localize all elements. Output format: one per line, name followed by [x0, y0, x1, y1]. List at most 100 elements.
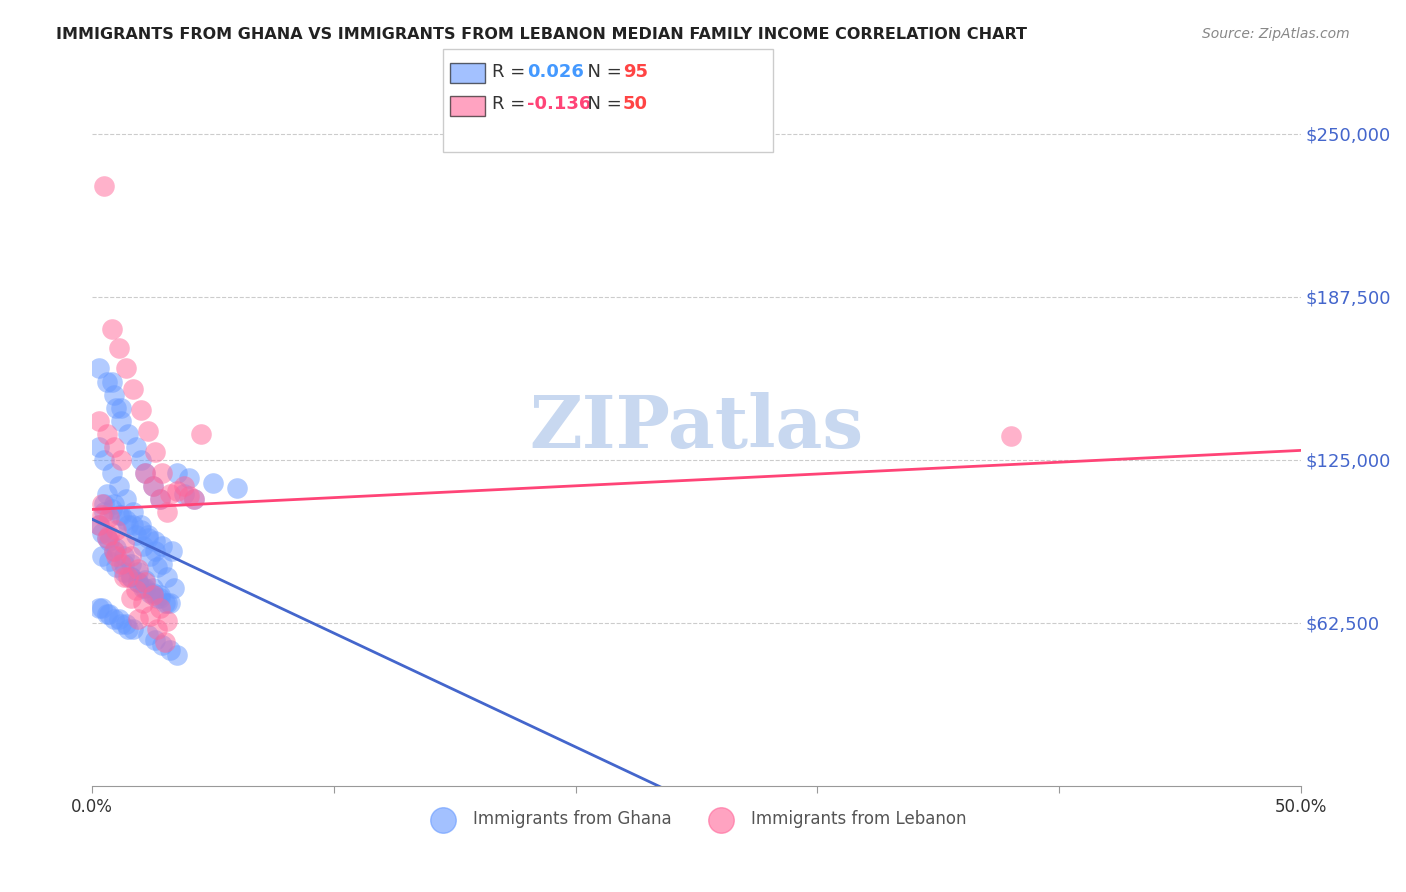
Point — [115, 617, 138, 632]
Point — [89, 361, 111, 376]
Point — [96, 426, 118, 441]
Text: IMMIGRANTS FROM GHANA VS IMMIGRANTS FROM LEBANON MEDIAN FAMILY INCOME CORRELATIO: IMMIGRANTS FROM GHANA VS IMMIGRANTS FROM… — [56, 27, 1028, 42]
Point — [173, 486, 195, 500]
Point — [142, 586, 165, 600]
Point — [112, 536, 135, 550]
Point — [156, 570, 179, 584]
Point — [93, 505, 115, 519]
Point — [110, 452, 132, 467]
Point — [107, 508, 129, 522]
Point — [156, 615, 179, 629]
Point — [110, 617, 132, 632]
Point — [153, 635, 176, 649]
Point — [107, 612, 129, 626]
Text: R =: R = — [492, 63, 531, 81]
Text: 0.026: 0.026 — [527, 63, 583, 81]
Point — [100, 322, 122, 336]
Point — [110, 401, 132, 415]
Point — [107, 479, 129, 493]
Point — [89, 414, 111, 428]
Point — [103, 544, 125, 558]
Text: N =: N = — [576, 63, 628, 81]
Point — [142, 479, 165, 493]
Point — [112, 549, 135, 564]
Point — [96, 375, 118, 389]
Point — [110, 557, 132, 571]
Point — [159, 486, 181, 500]
Point — [156, 505, 179, 519]
Point — [93, 497, 115, 511]
Point — [153, 596, 176, 610]
Text: Source: ZipAtlas.com: Source: ZipAtlas.com — [1202, 27, 1350, 41]
Point — [139, 609, 162, 624]
Point — [129, 403, 152, 417]
Text: R =: R = — [492, 95, 531, 113]
Point — [115, 513, 138, 527]
Point — [98, 607, 121, 621]
Text: 50: 50 — [623, 95, 648, 113]
Point — [98, 510, 121, 524]
Point — [89, 601, 111, 615]
Point — [105, 401, 128, 415]
Point — [117, 570, 139, 584]
Point — [226, 482, 249, 496]
Point — [105, 549, 128, 564]
Point — [120, 591, 142, 605]
Point — [134, 466, 156, 480]
Point — [132, 596, 155, 610]
Point — [93, 178, 115, 193]
Point — [143, 544, 166, 558]
Point — [166, 648, 188, 663]
Point — [117, 518, 139, 533]
Point — [132, 539, 155, 553]
Point — [90, 601, 112, 615]
Point — [112, 565, 135, 579]
Point — [103, 387, 125, 401]
Point — [90, 549, 112, 564]
Point — [129, 452, 152, 467]
Point — [96, 531, 118, 545]
Point — [177, 471, 200, 485]
Point — [98, 528, 121, 542]
Point — [98, 533, 121, 548]
Point — [112, 570, 135, 584]
Point — [103, 440, 125, 454]
Point — [127, 575, 149, 590]
Point — [177, 489, 200, 503]
Point — [143, 632, 166, 647]
Point — [160, 544, 183, 558]
Point — [125, 583, 148, 598]
Point — [96, 531, 118, 545]
Point — [125, 440, 148, 454]
Point — [183, 491, 205, 506]
Point — [89, 518, 111, 533]
Point — [132, 581, 155, 595]
Point — [110, 508, 132, 522]
Point — [190, 426, 212, 441]
Point — [96, 607, 118, 621]
Point — [110, 414, 132, 428]
Point — [134, 573, 156, 587]
Point — [89, 440, 111, 454]
Point — [146, 559, 169, 574]
Text: -0.136: -0.136 — [527, 95, 592, 113]
Point — [120, 549, 142, 564]
Point — [125, 528, 148, 542]
Point — [142, 479, 165, 493]
Text: N =: N = — [576, 95, 628, 113]
Point — [166, 466, 188, 480]
Point — [136, 528, 159, 542]
Point — [146, 591, 169, 605]
Point — [100, 375, 122, 389]
Point — [90, 497, 112, 511]
Point — [150, 539, 173, 553]
Text: 95: 95 — [623, 63, 648, 81]
Point — [105, 559, 128, 574]
Point — [89, 518, 111, 533]
Point — [90, 525, 112, 540]
Point — [150, 466, 173, 480]
Point — [142, 581, 165, 595]
Point — [90, 508, 112, 522]
Point — [139, 549, 162, 564]
Legend: Immigrants from Ghana, Immigrants from Lebanon: Immigrants from Ghana, Immigrants from L… — [419, 804, 973, 835]
